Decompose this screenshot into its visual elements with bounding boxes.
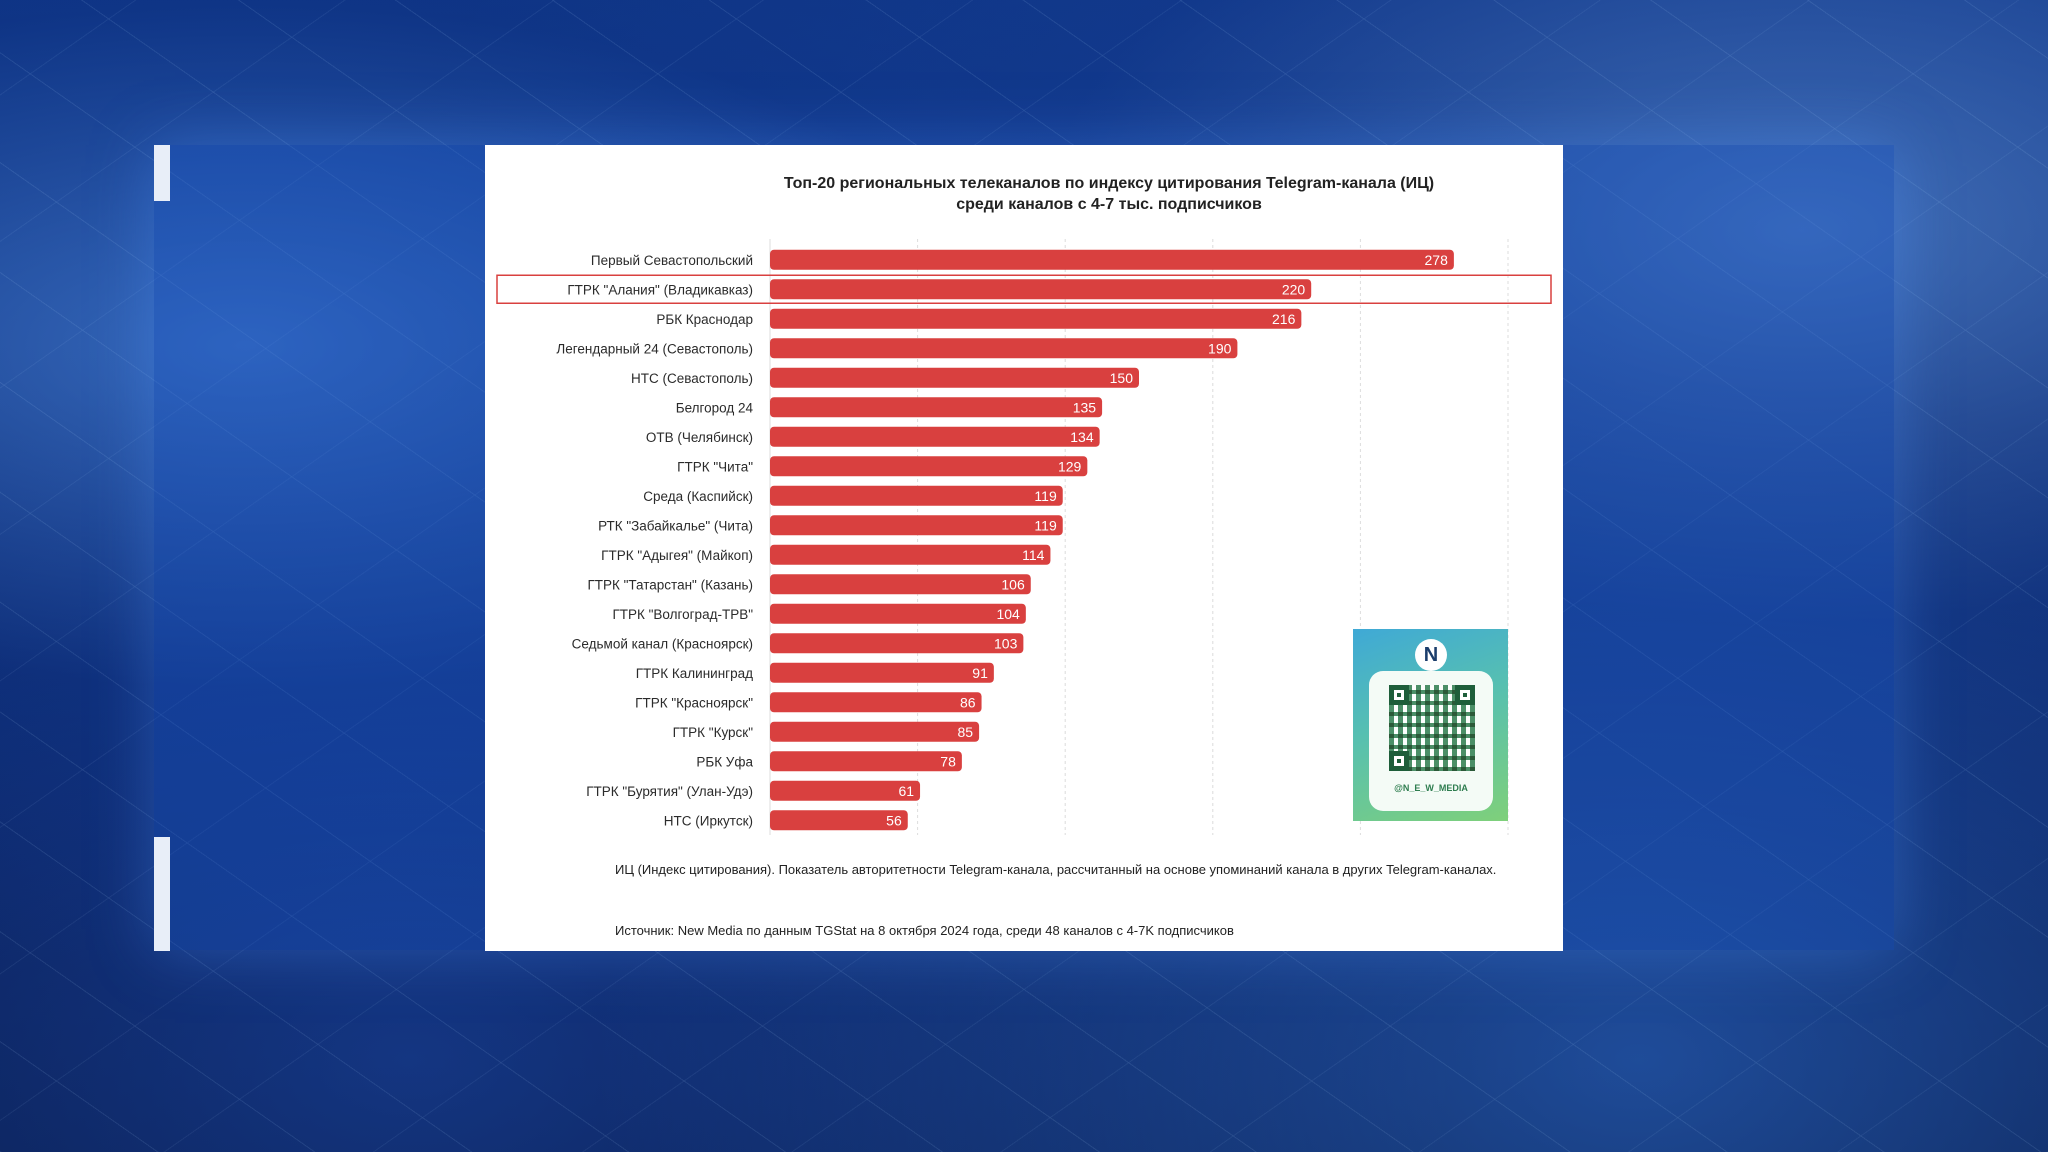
bar (770, 662, 994, 683)
category-label: Седьмой канал (Красноярск) (572, 636, 753, 651)
category-label: ГТРК "Красноярск" (635, 695, 753, 710)
bar (770, 633, 1024, 654)
brand-logo: N (1415, 639, 1447, 671)
bar (770, 485, 1063, 506)
category-label: РБК Краснодар (656, 312, 753, 327)
bar (770, 308, 1302, 329)
chart-title-line: Топ-20 региональных телеканалов по индек… (783, 175, 1435, 192)
value-label: 78 (940, 753, 956, 769)
bar (770, 456, 1088, 477)
bar (770, 751, 962, 772)
value-label: 119 (1034, 517, 1057, 533)
bar (770, 249, 1454, 270)
value-label: 114 (1022, 547, 1045, 563)
category-label: НТС (Иркутск) (664, 813, 753, 828)
value-label: 85 (958, 724, 974, 740)
category-label: ГТРК "Чита" (677, 459, 753, 474)
value-label: 129 (1058, 458, 1082, 474)
bar (770, 780, 921, 801)
category-label: Легендарный 24 (Севастополь) (556, 341, 753, 356)
category-label: РТК "Забайкалье" (Чита) (598, 518, 753, 533)
category-label: ГТРК "Алания" (Владикавказ) (567, 282, 753, 297)
category-label: Белгород 24 (676, 400, 754, 415)
category-label: ГТРК Калининград (636, 666, 753, 681)
chart-subtitle: среди каналов с 4-7 тыс. подписчиков (956, 196, 1262, 213)
bar (770, 397, 1103, 418)
qr-promo: N @N_E_W_MEDIA (1353, 629, 1508, 821)
bar (770, 603, 1026, 624)
bar (770, 426, 1100, 447)
value-label: 150 (1110, 370, 1134, 386)
value-label: 135 (1073, 399, 1097, 415)
category-label: НТС (Севастополь) (631, 371, 753, 386)
bar (770, 367, 1139, 388)
definition-note: ИЦ (Индекс цитирования). Показатель авто… (615, 862, 1497, 877)
value-label: 56 (886, 812, 902, 828)
bar (770, 515, 1063, 536)
value-label: 278 (1425, 252, 1449, 268)
category-label: ГТРК "Бурятия" (Улан-Удэ) (586, 784, 753, 799)
frame-marker-top (154, 145, 170, 201)
category-label: ГТРК "Адыгея" (Майкоп) (601, 548, 753, 563)
chart-title: Топ-20 региональных телеканалов по индек… (485, 173, 1563, 215)
bar-chart: 060120180240300Первый Севастопольский278… (496, 239, 1552, 835)
value-label: 220 (1282, 281, 1306, 297)
value-label: 216 (1272, 311, 1296, 327)
value-label: 86 (960, 694, 976, 710)
value-label: 190 (1208, 340, 1232, 356)
qr-finder-icon (1389, 751, 1409, 771)
qr-handle: @N_E_W_MEDIA (1394, 783, 1468, 793)
bar (770, 574, 1031, 595)
bar (770, 692, 982, 713)
qr-card: @N_E_W_MEDIA (1369, 671, 1493, 811)
category-label: ГТРК "Курск" (673, 725, 754, 740)
value-label: 104 (996, 606, 1020, 622)
qr-finder-icon (1389, 685, 1409, 705)
category-label: Первый Севастопольский (591, 253, 753, 268)
bar (770, 721, 980, 742)
frame-marker-bottom (154, 837, 170, 951)
source-note: Источник: New Media по данным TGStat на … (615, 923, 1234, 938)
chart-card: Топ-20 региональных телеканалов по индек… (485, 145, 1563, 951)
value-label: 103 (994, 635, 1018, 651)
bar (770, 544, 1051, 565)
value-label: 91 (972, 665, 988, 681)
value-label: 106 (1001, 576, 1025, 592)
value-label: 61 (898, 783, 914, 799)
category-label: РБК Уфа (696, 754, 753, 769)
category-label: ОТВ (Челябинск) (646, 430, 753, 445)
bar (770, 279, 1312, 300)
value-label: 119 (1034, 488, 1057, 504)
value-label: 134 (1070, 429, 1094, 445)
bar (770, 338, 1238, 359)
highlight-box (496, 274, 1552, 304)
category-label: ГТРК "Татарстан" (Казань) (587, 577, 753, 592)
bar (770, 810, 908, 831)
category-label: Среда (Каспийск) (643, 489, 753, 504)
category-label: ГТРК "Волгоград-ТРВ" (612, 607, 753, 622)
qr-finder-icon (1455, 685, 1475, 705)
